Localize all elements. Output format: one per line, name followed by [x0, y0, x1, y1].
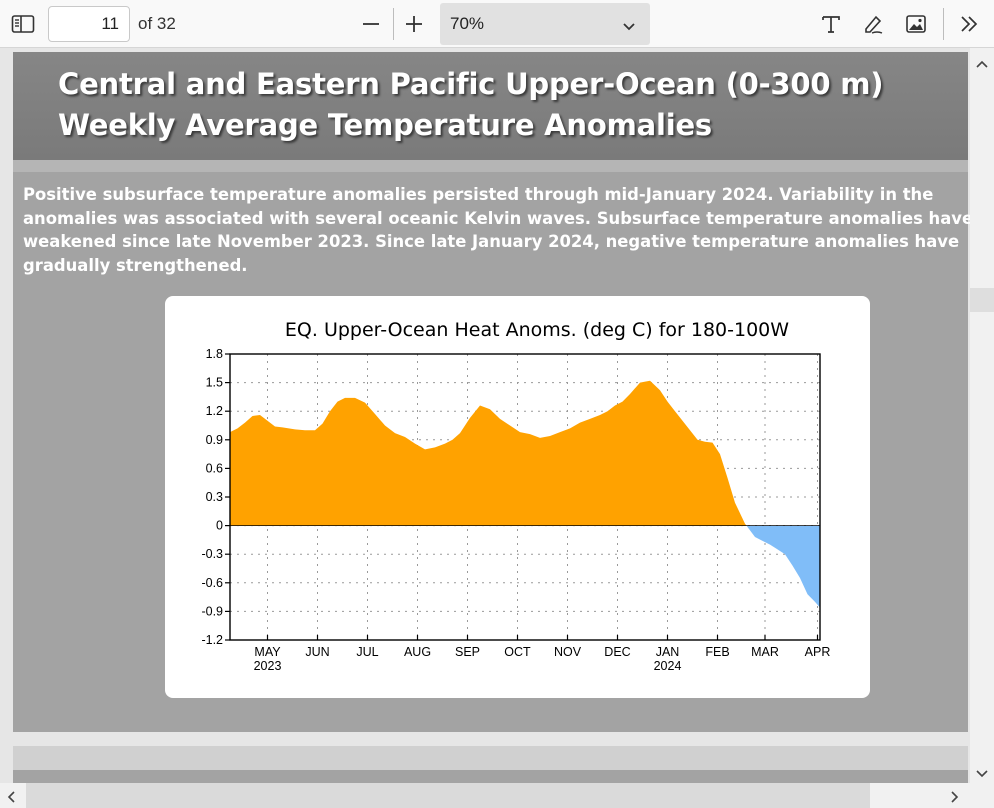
slide-title-line-1: Central and Eastern Pacific Upper-Ocean …	[58, 67, 884, 101]
y-tick-label: -1.2	[201, 633, 223, 647]
sidebar-toggle-icon[interactable]	[10, 12, 36, 36]
chevron-down-icon	[622, 17, 636, 36]
toolbar-divider	[393, 8, 394, 40]
title-divider-stripe	[13, 160, 968, 172]
x-tick-label: JUN	[305, 645, 329, 659]
description-line: Positive subsurface temperature anomalie…	[23, 185, 934, 204]
slide-title-band: Central and Eastern Pacific Upper-Ocean …	[13, 52, 968, 160]
x-tick-label: JAN	[656, 645, 680, 659]
document-viewport[interactable]: Central and Eastern Pacific Upper-Ocean …	[0, 48, 970, 783]
y-tick-label: -0.6	[201, 576, 223, 590]
next-page-top	[13, 770, 968, 783]
horizontal-scroll-thumb[interactable]	[26, 783, 870, 808]
scroll-up-icon[interactable]	[975, 54, 989, 73]
y-tick-label: -0.9	[201, 604, 223, 618]
pdf-toolbar: 11 of 32 70%	[0, 0, 994, 48]
chart-area-series	[230, 380, 820, 608]
scroll-left-icon[interactable]	[6, 789, 16, 808]
chart-axes: 1.81.51.20.90.60.30-0.3-0.6-0.9-1.2MAY20…	[201, 347, 830, 673]
y-tick-label: -0.3	[201, 547, 223, 561]
zoom-value: 70%	[450, 14, 485, 33]
zoom-dropdown[interactable]: 70%	[440, 3, 650, 45]
scroll-down-icon[interactable]	[975, 764, 989, 783]
x-tick-label: NOV	[554, 645, 582, 659]
y-tick-label: 0.6	[206, 461, 223, 475]
x-tick-label: MAY	[254, 645, 281, 659]
description-line: weakened since late November 2023. Since…	[23, 232, 960, 252]
y-tick-label: 1.8	[206, 347, 223, 361]
zoom-out-icon[interactable]	[358, 12, 384, 36]
x-tick-label: AUG	[404, 645, 431, 659]
x-tick-label: JUL	[356, 645, 378, 659]
y-tick-label: 0.9	[206, 433, 223, 447]
y-tick-label: 1.5	[206, 376, 223, 390]
text-icon[interactable]	[818, 11, 844, 37]
chart-title: EQ. Upper-Ocean Heat Anoms. (deg C) for …	[285, 319, 789, 341]
x-tick-year-label: 2023	[254, 659, 282, 673]
draw-icon[interactable]	[860, 11, 886, 37]
pdf-page: Central and Eastern Pacific Upper-Ocean …	[13, 52, 970, 732]
vertical-scrollbar[interactable]	[970, 48, 994, 783]
image-icon[interactable]	[903, 11, 929, 37]
positive-anomaly-area	[230, 380, 820, 526]
x-tick-label: SEP	[455, 645, 480, 659]
negative-anomaly-area	[746, 525, 820, 608]
page-number-input[interactable]: 11	[48, 6, 130, 42]
x-tick-label: MAR	[751, 645, 779, 659]
description-line: gradually strengthened.	[23, 255, 248, 275]
more-tools-icon[interactable]	[956, 11, 982, 37]
x-tick-label: OCT	[504, 645, 531, 659]
x-tick-label: DEC	[604, 645, 630, 659]
page-total-label: of 32	[138, 14, 176, 33]
description-line: anomalies was associated with several oc…	[23, 208, 970, 228]
vertical-scroll-thumb[interactable]	[970, 288, 994, 312]
x-tick-label: FEB	[705, 645, 729, 659]
slide-description: Positive subsurface temperature anomalie…	[23, 183, 970, 277]
toolbar-divider	[943, 8, 944, 40]
slide-title-line-2: Weekly Average Temperature Anomalies	[58, 108, 712, 142]
scroll-right-icon[interactable]	[950, 789, 960, 808]
x-tick-label: APR	[805, 645, 831, 659]
x-tick-year-label: 2024	[654, 659, 682, 673]
heat-anomaly-chart: EQ. Upper-Ocean Heat Anoms. (deg C) for …	[201, 319, 830, 673]
zoom-in-icon[interactable]	[401, 12, 427, 36]
y-tick-label: 1.2	[206, 404, 223, 418]
y-tick-label: 0.3	[206, 490, 223, 504]
y-tick-label: 0	[216, 519, 223, 533]
chart-card: EQ. Upper-Ocean Heat Anoms. (deg C) for …	[165, 296, 870, 698]
horizontal-scrollbar[interactable]	[0, 783, 994, 808]
